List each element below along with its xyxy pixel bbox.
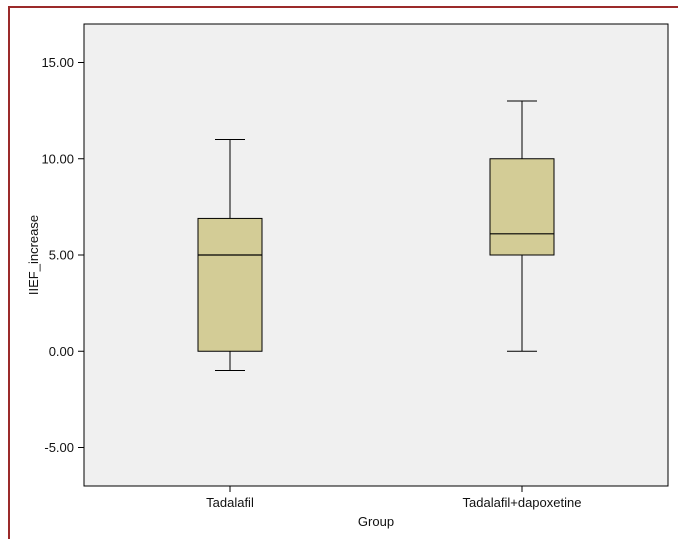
x-tick-label: Tadalafil+dapoxetine [463,495,582,510]
y-tick-label: 0.00 [49,344,74,359]
y-axis-title: IIEF_increase [26,215,41,295]
y-axis: 15.00 10.00 5.00 0.00 -5.00 [41,55,84,455]
plot-area [83,23,669,487]
chart-frame [8,6,678,539]
box-0 [197,139,263,371]
box-1 [489,100,555,352]
x-axis: Tadalafil Tadalafil+dapoxetine [206,486,581,510]
y-tick-label: -5.00 [44,440,74,455]
iqr-box [197,217,263,352]
x-tick-label: Tadalafil [206,495,254,510]
x-axis-title: Group [358,514,394,529]
y-tick-label: 5.00 [49,248,74,263]
iqr-box [489,158,555,256]
y-tick-label: 15.00 [41,55,74,70]
box-series [197,100,555,371]
y-tick-label: 10.00 [41,151,74,166]
